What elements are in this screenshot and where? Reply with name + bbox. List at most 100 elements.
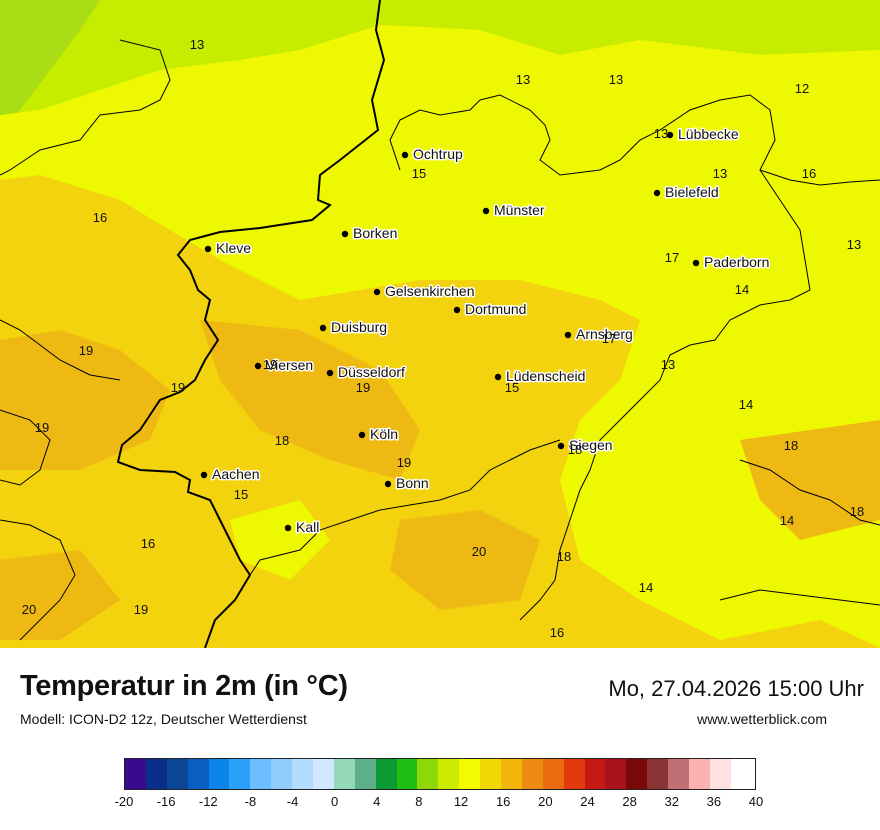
legend-tick-labels: -20 -16 -12 -8 -4 0 4 8 12 16 20 24 28 32 36 40 [115, 790, 764, 810]
city-label: Paderborn [704, 254, 769, 270]
city-label: Lüdenscheid [506, 368, 585, 384]
border-lines [0, 0, 880, 648]
city-label: Siegen [569, 437, 613, 453]
city-marker: Lübbecke [666, 125, 740, 144]
city-dot [254, 362, 262, 370]
city-dot [200, 471, 208, 479]
chart-title: Temperatur in 2m (in °C) [20, 670, 348, 702]
city-dot [204, 245, 212, 253]
city-dot [384, 480, 392, 488]
legend-swatch [417, 759, 439, 789]
temperature-value: 19 [397, 455, 411, 470]
legend-tick: -12 [198, 794, 218, 809]
legend-swatch [542, 759, 564, 789]
city-marker: Münster [482, 201, 546, 220]
city-marker: Arnsberg [564, 325, 634, 344]
temperature-value: 16 [93, 210, 107, 225]
legend-swatch [521, 759, 543, 789]
legend-swatch [480, 759, 502, 789]
legend-swatch [229, 759, 251, 789]
city-marker: Lüdenscheid [494, 367, 587, 386]
temperature-value: 12 [795, 81, 809, 96]
legend-tick: -16 [156, 794, 176, 809]
state-border [0, 519, 76, 641]
city-marker: Ochtrup [401, 145, 465, 164]
city-dot [284, 524, 292, 532]
city-marker: Kall [284, 518, 321, 537]
city-marker: Siegen [557, 436, 614, 455]
temperature-value: 15 [505, 380, 519, 395]
city-label: Ochtrup [413, 146, 463, 162]
city-marker: Borken [341, 224, 399, 243]
city-dot [557, 442, 565, 450]
city-label: Köln [370, 426, 398, 442]
legend-swatch [145, 759, 167, 789]
temperature-value: 18 [784, 438, 798, 453]
city-label: Bonn [396, 475, 429, 491]
website-link[interactable]: www.wetterblick.com [697, 711, 827, 727]
temperature-value: 14 [639, 580, 653, 595]
temperature-value: 13 [190, 37, 204, 52]
temperature-value: 19 [134, 602, 148, 617]
city-label: Arnsberg [576, 326, 633, 342]
state-border [739, 459, 880, 526]
temperature-value: 18 [568, 442, 582, 457]
legend-swatch [166, 759, 188, 789]
city-dot [653, 189, 661, 197]
state-border [249, 439, 561, 576]
legend-swatch [626, 759, 648, 789]
legend-tick: 36 [706, 794, 722, 809]
legend-swatch [208, 759, 230, 789]
forecast-datetime: Mo, 27.04.2026 15:00 Uhr [608, 676, 864, 701]
temperature-value: 17 [665, 250, 679, 265]
legend-swatch [563, 759, 585, 789]
temperature-value: 20 [472, 544, 486, 559]
legend-swatch [438, 759, 460, 789]
temperature-labels: 13 13 13 12 13 16 15 13 16 13 17 14 17 19 19 19 19 13 14 19… [22, 37, 864, 640]
temperature-value: 19 [35, 420, 49, 435]
state-border [479, 94, 811, 621]
temperature-value: 19 [263, 357, 277, 372]
city-marker: Köln [358, 425, 400, 444]
city-dot [494, 373, 502, 381]
legend-swatch [501, 759, 522, 789]
legend-swatch [187, 759, 209, 789]
city-marker: Paderborn [692, 253, 771, 272]
city-dot [358, 431, 366, 439]
legend-tick: 12 [453, 794, 469, 809]
temperature-value: 18 [275, 433, 289, 448]
legend-tick: 0 [331, 794, 339, 809]
legend-swatch [396, 759, 418, 789]
legend-color-bar [124, 758, 756, 790]
temperature-map: Ochtrup Lübbecke Bielefeld Münster Borken Kle… [0, 0, 880, 648]
temperature-value: 14 [739, 397, 753, 412]
city-label: Kleve [216, 240, 251, 256]
legend-swatch [459, 759, 481, 789]
legend-swatch [584, 759, 606, 789]
temperature-value: 15 [412, 166, 426, 181]
city-dot [482, 207, 490, 215]
temperature-value: 17 [602, 331, 616, 346]
legend-tick: 8 [415, 794, 423, 809]
city-dot [401, 151, 409, 159]
temperature-value: 16 [802, 166, 816, 181]
city-marker: Düsseldorf [326, 363, 407, 382]
state-border [0, 409, 51, 486]
temperature-value: 13 [847, 237, 861, 252]
temperature-value: 13 [654, 126, 668, 141]
state-border [0, 319, 121, 381]
temperature-value: 13 [661, 357, 675, 372]
temperature-value: 19 [171, 380, 185, 395]
city-marker: Bonn [384, 474, 430, 493]
map-canvas: Ochtrup Lübbecke Bielefeld Münster Borken Kle… [0, 0, 880, 648]
city-marker: Dortmund [453, 300, 528, 319]
city-dot [319, 324, 327, 332]
city-marker: Bielefeld [653, 183, 720, 202]
city-marker: Kleve [204, 239, 253, 258]
city-marker: Duisburg [319, 318, 389, 337]
city-label: Düsseldorf [338, 364, 405, 380]
city-dot [341, 230, 349, 238]
temperature-value: 14 [780, 513, 794, 528]
legend-swatch [647, 759, 669, 789]
legend-swatch [375, 759, 397, 789]
